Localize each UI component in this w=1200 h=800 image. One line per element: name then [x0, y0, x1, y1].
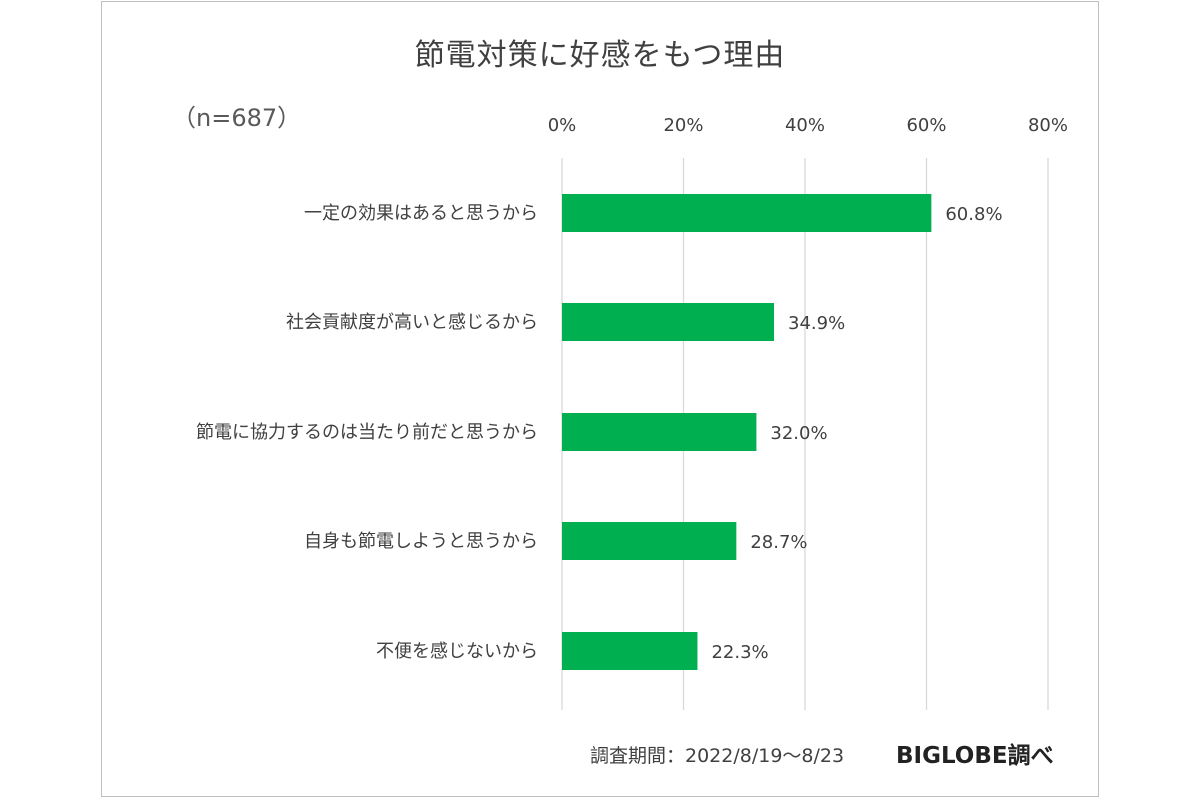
category-label: 自身も節電しようと思うから	[304, 531, 538, 552]
sample-size-note: （n=687）	[172, 104, 302, 132]
tick-label-layer: 0% 20% 40% 60% 80%	[548, 115, 1068, 136]
bar	[562, 194, 932, 232]
data-label: 34.9%	[788, 313, 845, 334]
category-label: 一定の効果はあると思うから	[304, 203, 538, 224]
category-label: 節電に協力するのは当たり前だと思うから	[196, 422, 538, 443]
x-tick-label: 40%	[785, 115, 825, 136]
x-tick-label: 60%	[906, 115, 946, 136]
x-tick-label: 80%	[1028, 115, 1068, 136]
bar	[562, 632, 698, 670]
data-label-layer: 60.8% 34.9% 32.0% 28.7% 22.3%	[711, 204, 1002, 663]
x-tick-label: 20%	[663, 115, 703, 136]
category-label: 不便を感じないから	[376, 641, 538, 662]
category-label: 社会貢献度が高いと感じるから	[286, 312, 538, 333]
data-label: 28.7%	[750, 532, 807, 553]
bar	[562, 303, 775, 341]
bar	[562, 413, 757, 451]
category-label-layer: 一定の効果はあると思うから社会貢献度が高いと感じるから節電に協力するのは当たり前…	[196, 203, 538, 662]
bar-layer	[562, 194, 932, 670]
data-label: 60.8%	[945, 204, 1002, 225]
source-credit: BIGLOBE調べ	[896, 743, 1054, 769]
survey-period: 調査期間：2022/8/19～8/23	[590, 745, 845, 767]
data-label: 32.0%	[770, 423, 827, 444]
chart-title: 節電対策に好感をもつ理由	[414, 38, 786, 73]
x-tick-label: 0%	[548, 115, 577, 136]
data-label: 22.3%	[711, 642, 768, 663]
bar	[562, 522, 737, 560]
